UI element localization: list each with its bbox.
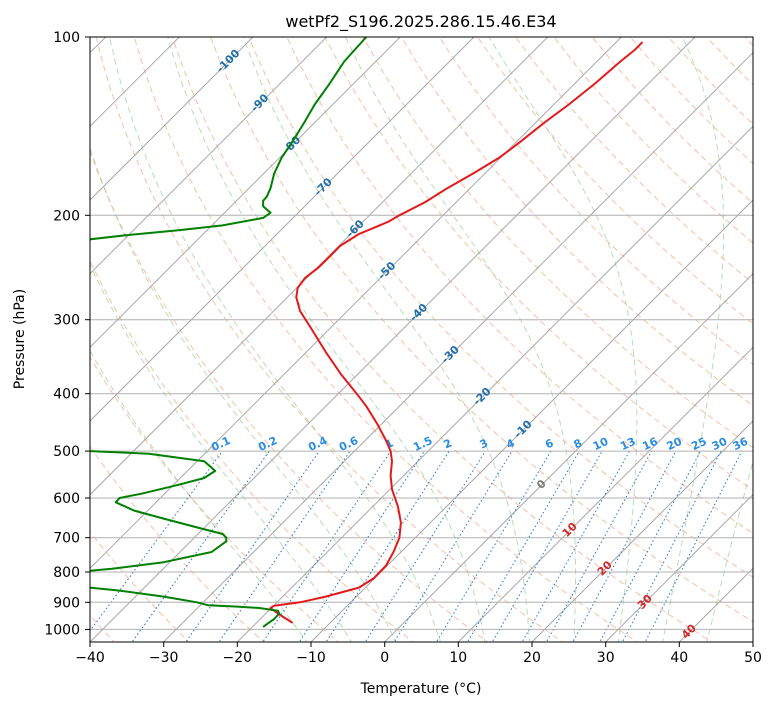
dry-adiabat — [438, 37, 753, 366]
isotherm-line — [236, 125, 753, 642]
plot-frame — [89, 36, 754, 643]
isotherm-line — [90, 37, 549, 496]
y-tick-label: 1000 — [44, 622, 80, 638]
x-tick-label: −30 — [149, 650, 179, 666]
mixing-ratio-line — [185, 450, 320, 642]
isotherm-line — [90, 37, 254, 201]
y-tick-label: 500 — [53, 444, 80, 460]
x-tick-label: 30 — [597, 650, 615, 666]
y-tick-label: 800 — [53, 565, 80, 581]
isotherm-line — [90, 37, 696, 642]
y-tick-label: 200 — [53, 208, 80, 224]
mixing-ratio-line — [644, 450, 743, 642]
dry-adiabat — [324, 37, 753, 491]
x-tick-label: 0 — [380, 650, 389, 666]
pressure-gridlines — [90, 37, 753, 630]
mixing-ratio-line — [298, 450, 425, 642]
isotherm-line — [310, 199, 753, 642]
y-axis: 100 200 300 400 500 600 700 800 900 1000 — [44, 30, 90, 638]
chart-title: wetPf2_S196.2025.286.15.46.E34 — [285, 12, 556, 32]
mixing-ratio-line — [521, 450, 630, 642]
mixing-ratio-line — [90, 450, 223, 632]
mixing-ratio-line — [393, 450, 513, 642]
x-tick-label: 10 — [449, 650, 467, 666]
x-axis-label: Temperature (°C) — [360, 681, 482, 697]
x-tick-label: −10 — [296, 650, 326, 666]
mixing-ratio-line — [466, 450, 580, 642]
mixing-ratio-line — [262, 450, 392, 642]
isotherm-line — [383, 272, 753, 642]
mixing-ratio-line — [491, 450, 603, 642]
y-tick-label: 300 — [53, 313, 80, 329]
isotherm-line — [90, 37, 402, 349]
mixing-ratio-label: 16 — [640, 435, 660, 453]
sounding-profile-line — [90, 37, 368, 628]
mixing-ratio-label: 25 — [689, 435, 708, 453]
mixing-ratio-line — [599, 450, 701, 642]
dry-adiabat — [286, 37, 753, 534]
mixing-ratio-label: 36 — [731, 435, 751, 453]
dry-adiabat — [90, 259, 414, 642]
mixing-ratio-label: 13 — [618, 435, 637, 453]
mixing-ratio-label: 30 — [710, 435, 730, 453]
skewed-isotherms — [90, 37, 753, 642]
isotherm-line — [90, 37, 623, 570]
y-tick-label: 900 — [53, 595, 80, 611]
isotherm-line — [531, 420, 753, 642]
isotherm-line — [90, 37, 328, 275]
dry-adiabat — [477, 37, 753, 325]
mixing-ratio-label: 20 — [665, 435, 685, 453]
mixing-ratio-line — [435, 450, 552, 642]
mixing-ratio-line — [621, 450, 722, 642]
x-axis: −40 −30 −20 −10 0 10 20 30 40 50 — [75, 642, 762, 666]
mixing-ratio-line — [218, 450, 351, 642]
plot-area: -100-90-80-70-60-50-40-30-20-10010203040… — [90, 37, 753, 642]
mixing-ratio-lines — [90, 450, 743, 642]
x-tick-label: −40 — [75, 650, 105, 666]
dry-adiabat — [400, 37, 753, 407]
mixing-ratio-label: 10 — [591, 435, 611, 453]
y-tick-label: 700 — [53, 531, 80, 547]
y-tick-label: 400 — [53, 387, 80, 403]
isotherm-line — [604, 493, 753, 642]
isotherm-line — [457, 346, 753, 642]
sounding-profiles — [90, 37, 644, 628]
y-tick-label: 600 — [53, 491, 80, 507]
y-axis-label: Pressure (hPa) — [12, 289, 28, 389]
x-tick-label: 40 — [670, 650, 688, 666]
y-tick-label: 100 — [53, 30, 80, 46]
x-tick-label: −20 — [223, 650, 253, 666]
mixing-ratio-line — [545, 450, 653, 642]
x-tick-label: 20 — [523, 650, 541, 666]
isotherm-line — [162, 51, 753, 642]
mixing-ratio-line — [572, 450, 677, 642]
dry-adiabat — [248, 37, 753, 578]
sounding-profile-line — [269, 41, 644, 624]
x-tick-label: 50 — [744, 650, 762, 666]
dry-adiabat — [362, 37, 753, 449]
isotherm-line — [90, 37, 475, 422]
